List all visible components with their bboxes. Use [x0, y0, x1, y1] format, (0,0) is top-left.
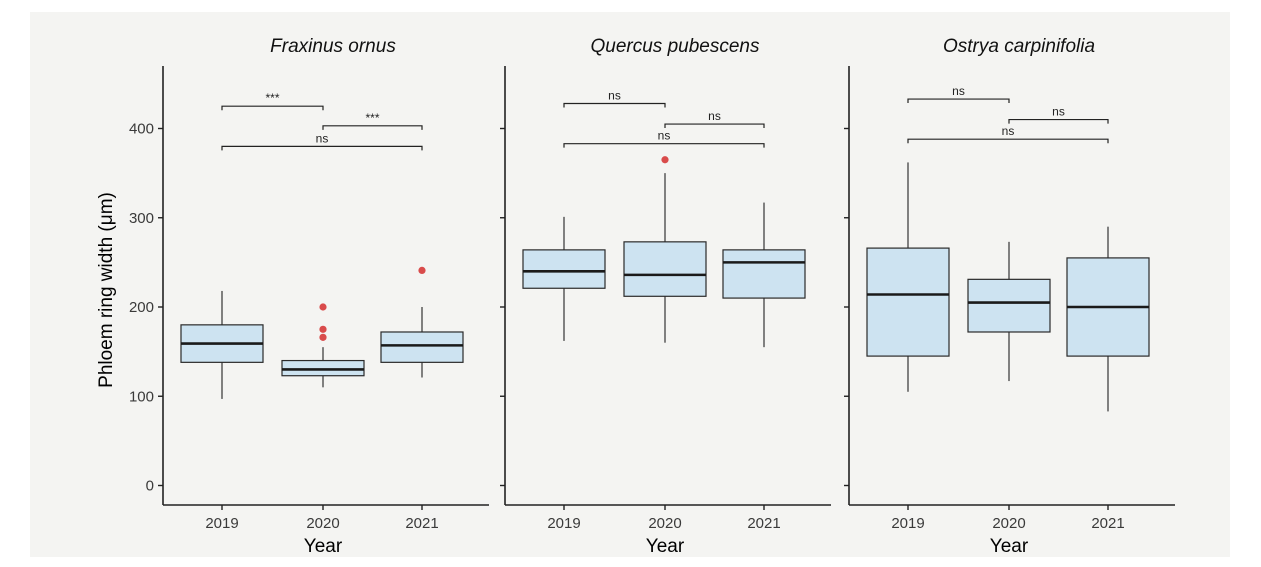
significance-bracket: ns [907, 124, 1109, 144]
x-axis-title: Year [304, 536, 343, 557]
box-iqr [866, 247, 950, 357]
y-tick-label: 100 [129, 388, 154, 405]
bracket-line [221, 145, 423, 151]
bracket-line [907, 98, 1010, 104]
outlier-point [319, 333, 327, 341]
significance-label: ns [952, 84, 965, 98]
x-tick-label: 2021 [747, 515, 780, 532]
outlier-point [319, 325, 327, 333]
box-2021 [722, 202, 806, 348]
significance-bracket: ns [563, 89, 666, 108]
x-tick-label: 2020 [306, 515, 339, 532]
significance-bracket: ns [563, 129, 765, 148]
x-tick-label: 2019 [205, 515, 238, 532]
x-tick-label: 2019 [547, 515, 580, 532]
box-2019 [522, 216, 606, 341]
x-axis-title: Year [990, 536, 1029, 557]
outlier-point [661, 156, 669, 164]
box-2020 [967, 241, 1051, 382]
x-tick-label: 2020 [992, 515, 1025, 532]
significance-label: ns [708, 109, 721, 123]
bracket-line [563, 102, 666, 108]
bracket-line [907, 138, 1109, 144]
panel-title: Ostrya carpinifolia [943, 36, 1095, 57]
significance-label: ns [608, 89, 621, 103]
x-tick-label: 2021 [1091, 515, 1124, 532]
bracket-line [563, 143, 765, 148]
significance-bracket: ns [664, 109, 765, 129]
box-iqr [722, 249, 806, 299]
y-tick-label: 0 [146, 478, 154, 495]
bracket-line [322, 125, 423, 130]
x-tick-label: 2021 [405, 515, 438, 532]
panel-3: Ostrya carpinifolia 2019 2020 2021 Year ns ns n… [844, 36, 1175, 557]
box-iqr [281, 359, 365, 377]
significance-bracket: ns [907, 84, 1010, 104]
outlier-point [319, 303, 327, 311]
bracket-line [664, 123, 765, 129]
panels-layer: Fraxinus ornus 0 100 200 300 400 2019 2020 2021 Y… [129, 36, 1175, 557]
significance-bracket: ns [1008, 105, 1109, 124]
significance-bracket: ns [221, 131, 423, 151]
significance-bracket: *** [322, 111, 423, 130]
y-tick-label: 400 [129, 121, 154, 138]
panel-title: Quercus pubescens [591, 36, 760, 57]
significance-label: ns [316, 131, 329, 145]
significance-label: ns [1002, 124, 1015, 138]
box-2019 [866, 162, 950, 392]
bracket-line [1008, 118, 1109, 124]
y-tick-label: 200 [129, 299, 154, 316]
box-iqr [967, 278, 1051, 333]
box-2021 [1066, 226, 1150, 412]
box-iqr [623, 241, 707, 297]
outlier-point [418, 266, 426, 275]
y-axis-title: Phloem ring width (μm) [96, 192, 117, 388]
x-axis-title: Year [646, 536, 685, 557]
significance-label: *** [365, 111, 379, 125]
box-2020 [281, 303, 365, 388]
box-2019 [180, 290, 264, 399]
box-2020 [623, 156, 707, 343]
significance-label: ns [1052, 105, 1065, 119]
y-tick-label: 300 [129, 210, 154, 227]
significance-label: *** [265, 91, 279, 105]
x-tick-label: 2020 [648, 515, 681, 532]
box-iqr [522, 249, 606, 289]
significance-bracket: *** [221, 91, 324, 111]
panel-2: Quercus pubescens 2019 2020 2021 Year ns ns ns [500, 36, 831, 557]
x-tick-label: 2019 [891, 515, 924, 532]
panel-title: Fraxinus ornus [270, 36, 396, 57]
bracket-line [221, 105, 324, 111]
significance-label: ns [658, 129, 671, 143]
panel-1: Fraxinus ornus 0 100 200 300 400 2019 2020 2021 Y… [129, 36, 489, 557]
box-2021 [380, 266, 464, 378]
box-iqr [380, 331, 464, 363]
